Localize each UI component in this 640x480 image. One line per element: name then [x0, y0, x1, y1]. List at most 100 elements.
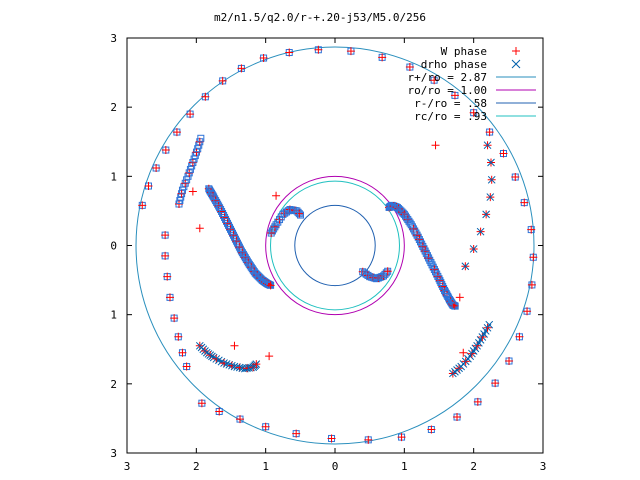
circle-rcro: [270, 180, 400, 311]
w-phase-point: [520, 198, 529, 207]
w-phase-point: [413, 231, 422, 240]
radius-circles: [135, 46, 535, 445]
w-phase-point: [485, 128, 494, 137]
drho-phase-point: [433, 270, 441, 278]
drho-phase-point: [417, 238, 425, 246]
w-phase-point: [523, 307, 532, 316]
drho-phase-point: [428, 261, 436, 269]
legend-label: r-/ro = .58: [414, 97, 487, 110]
w-phase-point: [378, 53, 387, 62]
drho-phase-point: [432, 268, 440, 276]
w-phase-point: [453, 413, 462, 422]
w-phase-point: [261, 422, 270, 431]
x-tick-label: 2: [193, 460, 200, 473]
x-tick-label: 3: [124, 460, 131, 473]
w-phase-point: [431, 141, 440, 150]
w-phase-point: [483, 323, 492, 332]
w-phase-point: [152, 164, 161, 173]
y-tick-label: 1: [110, 170, 117, 183]
w-phase-point: [430, 76, 439, 85]
chart-title: m2/n1.5/q2.0/r-+.20-j53/M5.0/256: [214, 11, 426, 24]
drho-phase-point: [461, 262, 470, 271]
w-phase-point: [218, 76, 227, 85]
drho-phase-point: [476, 227, 485, 236]
legend-sample: [511, 59, 521, 69]
drho-phase-point: [268, 227, 276, 235]
x-tick-label: 3: [540, 460, 547, 473]
drho-phase-point: [487, 158, 495, 167]
drho-phase-point: [426, 256, 434, 264]
drho-phase-point: [423, 252, 431, 260]
drho-phase-point: [270, 225, 278, 233]
y-tick-label: 0: [110, 240, 117, 253]
drho-phase-point: [487, 175, 496, 184]
w-phase-point: [527, 280, 536, 289]
w-phase-point: [469, 108, 478, 117]
w-phase-point: [314, 45, 323, 54]
drho-phase-point: [297, 211, 305, 219]
w-phase-point: [227, 361, 236, 370]
x-tick-label: 0: [332, 460, 339, 473]
w-phase-point: [473, 397, 482, 406]
w-phase-point: [178, 348, 187, 357]
w-phase-point: [266, 281, 275, 290]
w-phase-point: [252, 360, 261, 369]
w-phase-point: [188, 187, 197, 196]
x-tick-label: 1: [401, 460, 408, 473]
drho-phase-point: [382, 269, 390, 277]
drho-phase-point: [422, 249, 430, 257]
w-phase-point: [511, 173, 520, 182]
drho-phase-point: [469, 245, 478, 253]
w-phase-point: [161, 231, 170, 240]
w-phase-point: [267, 229, 276, 238]
w-phase-point: [163, 272, 172, 281]
w-phase-point: [174, 332, 183, 341]
w-phase-point: [327, 434, 336, 443]
w-phase-point: [138, 201, 147, 210]
w-phase-point: [201, 92, 210, 101]
w-phase-point: [397, 433, 406, 442]
w-phase-point: [165, 293, 174, 302]
w-phase-point: [450, 91, 459, 100]
w-phase-point: [491, 379, 500, 388]
w-phase-point: [144, 182, 153, 191]
x-tick-label: 1: [262, 460, 269, 473]
drho-phase-point: [485, 320, 494, 329]
w-phase-point: [459, 348, 468, 357]
w-phase-point: [505, 357, 514, 366]
w-phase-point: [236, 415, 245, 424]
w-phase-point: [182, 362, 191, 371]
w-phase-point: [220, 359, 229, 368]
w-phase-point: [237, 64, 246, 73]
drho-phase-point: [482, 210, 491, 219]
y-tick-label: 3: [110, 32, 117, 45]
drho-phase-point: [486, 193, 495, 201]
w-phase-point: [285, 48, 294, 57]
w-phase-point: [467, 349, 476, 358]
drho-phase-point: [451, 302, 459, 310]
w-phase-point: [421, 247, 430, 256]
w-phase-point: [383, 267, 392, 276]
data-points: [138, 45, 538, 444]
drho-phase-point: [420, 245, 428, 253]
drho-phase-point: [414, 233, 422, 241]
drho-phase-point: [222, 360, 231, 368]
y-tick-label: 2: [110, 378, 117, 391]
drho-phase-point: [429, 263, 437, 271]
w-phase-point: [186, 110, 195, 119]
w-phase-point: [529, 253, 538, 262]
w-phase-point: [265, 352, 274, 361]
w-phase-point: [292, 429, 301, 438]
w-phase-point: [427, 425, 436, 434]
w-phase-point: [215, 407, 224, 416]
w-phase-point: [172, 128, 181, 137]
w-phase-point: [433, 272, 442, 281]
legend-label: W phase: [441, 45, 487, 58]
w-phase-point: [197, 399, 206, 408]
legend-label: ro/ro = 1.00: [408, 84, 487, 97]
w-phase-point: [409, 224, 418, 233]
legend-label: rc/ro = .93: [414, 110, 487, 123]
legend-sample: [512, 47, 520, 55]
w-phase-point: [161, 146, 170, 155]
